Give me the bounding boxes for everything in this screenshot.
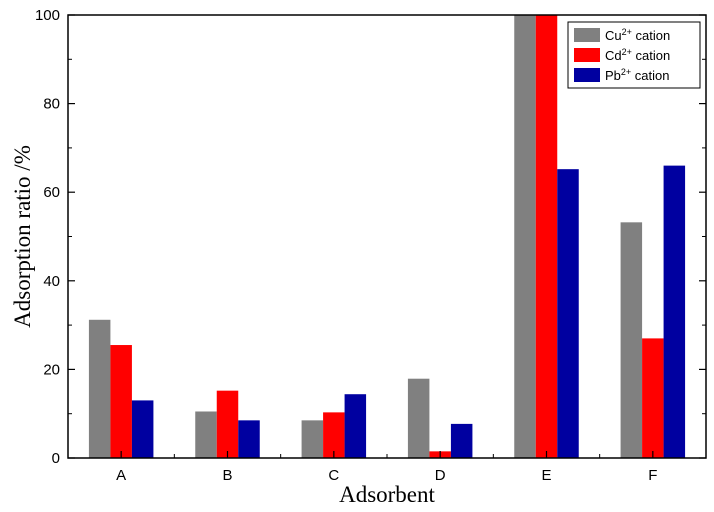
legend-label: Cd2+ cation	[605, 47, 670, 63]
bar-C-Pb	[344, 394, 367, 458]
bar-F-Cu	[620, 222, 643, 458]
bar-B-Cd	[216, 390, 239, 458]
bar-E-Pb	[557, 169, 579, 458]
y-tick-label: 40	[43, 273, 60, 290]
bar-A-Cu	[88, 319, 111, 458]
y-tick-label: 80	[43, 96, 60, 113]
bar-E-Cu	[514, 15, 536, 458]
legend: Cu2+ cation Cd2+ cation Pb2+ cation	[567, 21, 701, 89]
x-tick-label: B	[222, 467, 232, 484]
legend-swatch	[574, 28, 600, 42]
bar-D-Cu	[407, 378, 430, 458]
legend-label: Cu2+ cation	[605, 27, 670, 43]
bar-C-Cd	[323, 412, 345, 458]
ticks-layer	[68, 14, 706, 459]
y-axis-title: Adsorption ratio /%	[10, 145, 35, 328]
bar-B-Pb	[238, 420, 260, 458]
x-tick-label: C	[328, 467, 339, 484]
bar-B-Cu	[195, 411, 217, 458]
x-tick-label: D	[435, 467, 446, 484]
legend-swatch	[574, 68, 600, 82]
y-tick-label: 20	[43, 361, 60, 378]
y-tick-label: 100	[35, 7, 60, 24]
bar-C-Cu	[301, 420, 324, 458]
bar-D-Pb	[450, 423, 473, 458]
bar-A-Cd	[110, 345, 132, 458]
x-tick-label: E	[541, 467, 551, 484]
bar-E-Cd	[535, 15, 558, 458]
x-axis-title: Adsorbent	[339, 482, 435, 507]
legend-label: Pb2+ cation	[605, 67, 669, 83]
labels-layer: A B C D E F 0 20 40 60 80 100	[35, 7, 657, 484]
bar-F-Cd	[642, 338, 664, 458]
bars-layer	[88, 15, 686, 458]
x-tick-label: A	[116, 467, 126, 484]
bar-F-Pb	[663, 165, 686, 458]
y-tick-label: 0	[52, 450, 60, 467]
legend-swatch	[574, 48, 600, 62]
x-tick-label: F	[648, 467, 657, 484]
bar-A-Pb	[131, 400, 154, 458]
y-tick-label: 60	[43, 184, 60, 201]
